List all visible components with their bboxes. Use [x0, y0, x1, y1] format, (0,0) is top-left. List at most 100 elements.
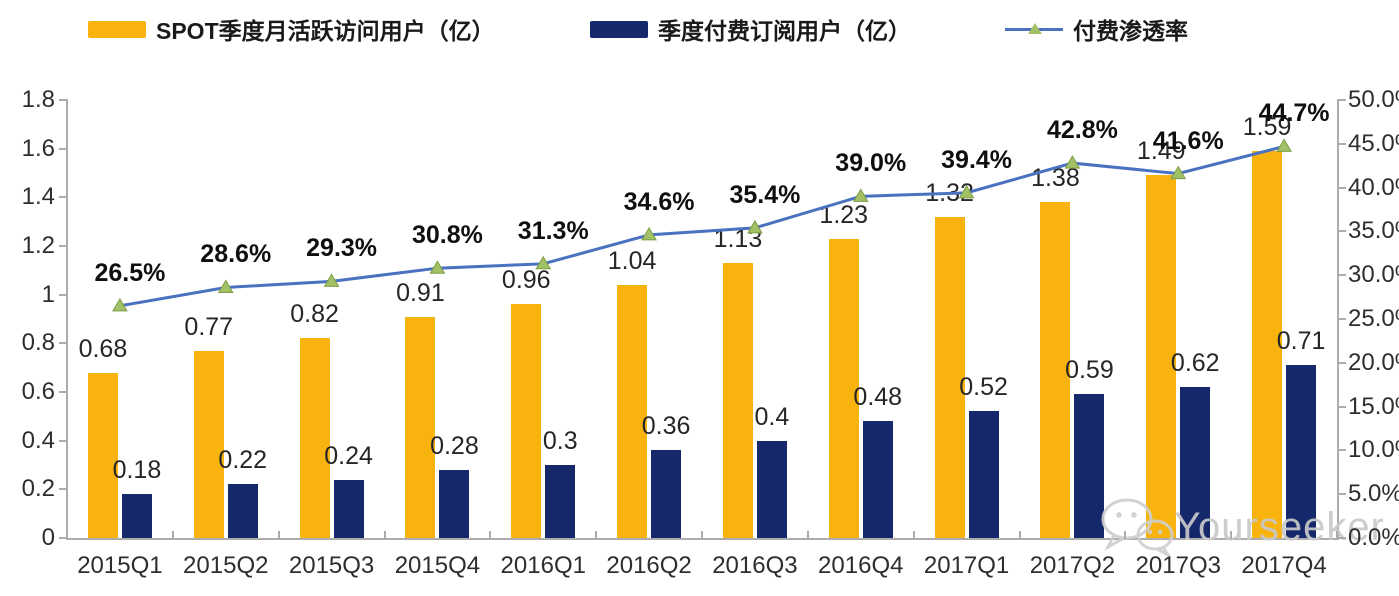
x-axis-label: 2017Q2	[1029, 552, 1116, 579]
x-axis-tick	[489, 531, 492, 539]
plot-area: 0.68 0.18 0.77 0.22 0.82 0.24 0.91 0.28 0.96 0.3 1…	[67, 99, 1337, 538]
line-marker	[535, 255, 552, 270]
line-marker	[641, 226, 657, 241]
y-axis-label-left: 0.6	[21, 378, 55, 405]
line-marker	[747, 219, 763, 234]
x-axis-tick	[1018, 531, 1021, 539]
subscribers-value-label: 0.18	[112, 456, 162, 485]
right-axis-line	[1337, 100, 1339, 540]
bar-subscribers	[756, 440, 787, 538]
penetration-pct-label: 41.6%	[1152, 126, 1224, 155]
x-axis-tick	[1124, 531, 1127, 539]
line-marker	[429, 260, 446, 274]
mau-value-label: 0.82	[290, 300, 339, 329]
x-axis-label: 2015Q3	[288, 552, 375, 579]
x-axis-tick	[701, 531, 703, 539]
left-axis-tick	[59, 147, 68, 150]
x-axis-label: 2017Q1	[923, 552, 1010, 579]
subscribers-value-label: 0.4	[754, 402, 790, 431]
left-axis-tick	[59, 537, 68, 539]
x-axis-tick	[912, 531, 915, 539]
mau-value-label: 0.68	[78, 334, 128, 363]
y-axis-label-right: 40.0%	[1348, 173, 1399, 201]
y-axis-label-left: 1.4	[21, 183, 55, 211]
right-axis-tick	[1337, 537, 1346, 539]
line-marker	[323, 273, 340, 287]
penetration-pct-label: 30.8%	[411, 221, 483, 250]
right-axis-tick	[1337, 361, 1346, 364]
x-axis-tick	[1230, 531, 1233, 539]
y-axis-label-right: 50.0%	[1348, 86, 1399, 113]
mau-legend-swatch	[88, 20, 146, 38]
x-axis-tick	[277, 531, 280, 539]
penetration-line	[119, 144, 1285, 308]
left-axis-tick	[59, 342, 68, 345]
penetration-pct-label: 28.6%	[200, 240, 272, 269]
x-axis-label: 2015Q2	[183, 552, 269, 579]
y-axis-label-right: 25.0%	[1348, 305, 1399, 332]
y-axis-label-right: 10.0%	[1348, 436, 1399, 464]
left-axis-tick	[59, 99, 68, 101]
subscribers-value-label: 0.59	[1065, 356, 1114, 385]
left-axis-tick	[59, 245, 68, 247]
subscribers-value-label: 0.36	[641, 412, 691, 441]
penetration-pct-label: 35.4%	[729, 180, 801, 209]
subscribers-value-label: 0.22	[218, 446, 268, 475]
x-axis-tick	[1336, 531, 1338, 539]
x-axis-label: 2016Q4	[818, 552, 904, 579]
mau-value-label: 1.59	[1242, 113, 1292, 142]
right-axis-tick	[1337, 186, 1346, 189]
x-axis-label: 2016Q1	[500, 552, 586, 579]
x-axis-label: 2016Q2	[606, 552, 692, 579]
line-marker	[1276, 138, 1292, 152]
legend-item-mau: SPOT季度月活跃访问用户（亿）	[88, 16, 495, 44]
penetration-pct-label: 26.5%	[94, 258, 166, 287]
penetration-pct-label: 31.3%	[517, 216, 589, 245]
y-axis-label-left: 0.4	[21, 426, 55, 454]
left-axis-line	[66, 100, 68, 540]
y-axis-label-left: 0.2	[21, 475, 55, 503]
y-axis-label-left: 1.2	[21, 232, 55, 259]
subscribers-legend-swatch	[590, 20, 648, 38]
line-marker	[1064, 155, 1081, 169]
legend-item-penetration: 付费渗透率	[1005, 16, 1188, 44]
x-axis-line	[66, 538, 1339, 540]
bar-subscribers	[227, 484, 258, 538]
right-axis-tick	[1337, 99, 1346, 101]
bar-mau	[87, 372, 118, 538]
bar-mau	[617, 284, 648, 538]
line-marker	[112, 297, 128, 312]
y-axis-label-left: 0	[41, 524, 55, 551]
y-axis-label-right: 20.0%	[1348, 348, 1399, 376]
bar-subscribers	[1286, 365, 1317, 538]
y-axis-label-right: 45.0%	[1348, 129, 1399, 157]
penetration-pct-label: 42.8%	[1046, 116, 1118, 145]
mau-value-label: 0.96	[501, 266, 551, 295]
watermark-text: Yourseeker	[1174, 504, 1385, 549]
subscribers-value-label: 0.24	[324, 441, 373, 470]
y-axis-label-right: 0.0%	[1348, 524, 1399, 551]
line-marker	[852, 188, 869, 202]
left-axis-tick	[59, 293, 68, 296]
bar-mau	[1252, 151, 1283, 538]
penetration-pct-label: 29.3%	[306, 234, 378, 263]
bar-mau	[299, 338, 330, 538]
y-axis-label-left: 1.6	[21, 134, 55, 162]
bar-subscribers	[1180, 387, 1211, 538]
legend-item-subscribers: 季度付费订阅用户（亿）	[590, 16, 911, 44]
bar-mau	[405, 316, 436, 538]
bar-mau	[828, 238, 859, 538]
watermark: Yourseeker	[1100, 497, 1385, 557]
right-axis-tick	[1337, 274, 1346, 277]
bar-subscribers	[121, 494, 152, 538]
y-axis-label-right: 30.0%	[1348, 261, 1399, 289]
bar-mau	[193, 350, 224, 538]
wechat-icon	[1101, 498, 1174, 557]
mau-value-label: 0.91	[396, 278, 445, 307]
bar-subscribers	[333, 479, 364, 538]
bar-mau	[722, 263, 753, 538]
subscribers-value-label: 0.28	[430, 431, 479, 460]
bar-mau	[1146, 175, 1177, 538]
x-axis-tick	[66, 531, 68, 539]
bar-mau	[934, 216, 965, 538]
